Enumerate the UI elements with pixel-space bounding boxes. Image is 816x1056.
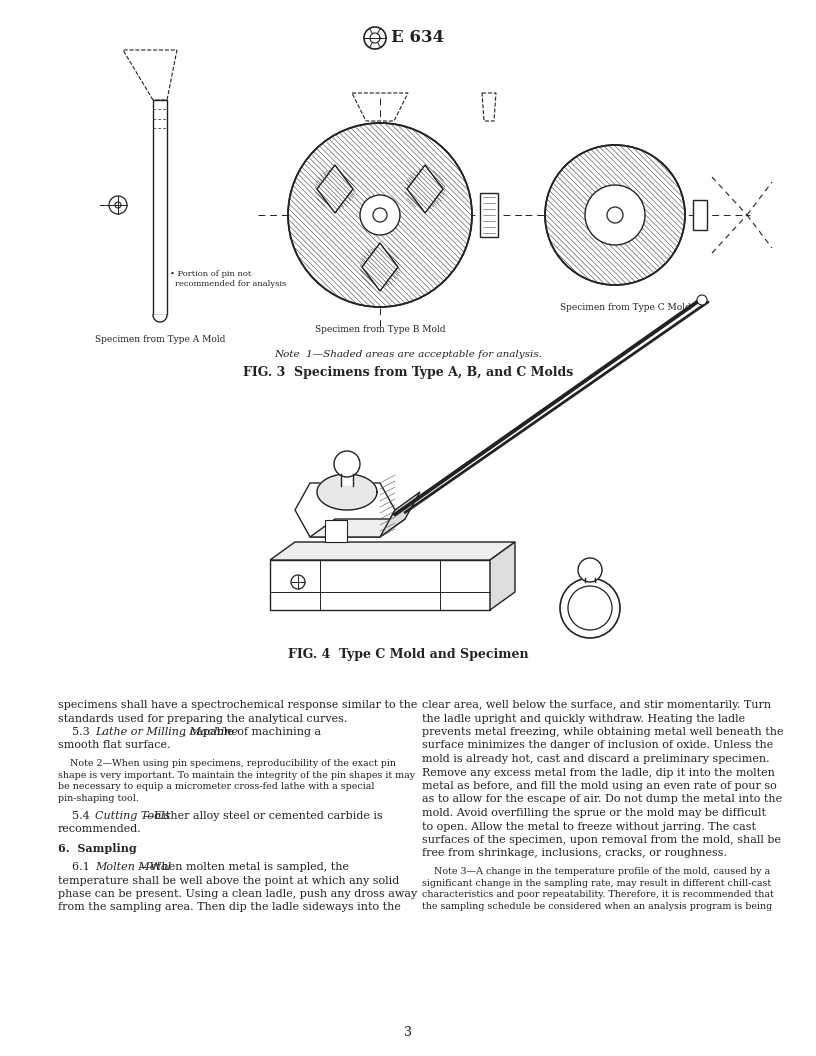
Circle shape [697, 295, 707, 305]
Circle shape [578, 558, 602, 582]
Text: pin-shaping tool.: pin-shaping tool. [58, 794, 139, 803]
Text: Remove any excess metal from the ladle, dip it into the molten: Remove any excess metal from the ladle, … [422, 768, 775, 777]
Text: 3: 3 [404, 1025, 412, 1038]
Bar [153, 100, 167, 315]
Bar [480, 193, 498, 237]
Text: FIG. 3  Specimens from Type A, B, and C Molds: FIG. 3 Specimens from Type A, B, and C M… [243, 366, 573, 379]
Text: the sampling schedule be considered when an analysis program is being: the sampling schedule be considered when… [422, 902, 772, 911]
Text: Specimen from Type A Mold: Specimen from Type A Mold [95, 335, 225, 344]
Text: metal as before, and fill the mold using an even rate of pour so: metal as before, and fill the mold using… [422, 781, 777, 791]
Circle shape [334, 451, 360, 477]
Text: 5.3: 5.3 [58, 727, 97, 737]
Text: —Either alloy steel or cemented carbide is: —Either alloy steel or cemented carbide … [143, 811, 383, 821]
Bar [341, 474, 353, 486]
Text: mold is already hot, cast and discard a preliminary specimen.: mold is already hot, cast and discard a … [422, 754, 769, 763]
Polygon shape [270, 542, 515, 560]
Polygon shape [270, 560, 490, 610]
Text: 5.4: 5.4 [58, 811, 97, 821]
Polygon shape [310, 518, 405, 538]
Text: surfaces of the specimen, upon removal from the mold, shall be: surfaces of the specimen, upon removal f… [422, 835, 781, 845]
Circle shape [568, 586, 612, 630]
Polygon shape [295, 483, 395, 538]
Text: temperature shall be well above the point at which any solid: temperature shall be well above the poin… [58, 875, 399, 886]
Circle shape [288, 122, 472, 307]
Circle shape [585, 185, 645, 245]
Text: surface minimizes the danger of inclusion of oxide. Unless the: surface minimizes the danger of inclusio… [422, 740, 774, 751]
Text: recommended.: recommended. [58, 824, 142, 834]
Text: standards used for preparing the analytical curves.: standards used for preparing the analyti… [58, 714, 348, 723]
Text: the ladle upright and quickly withdraw. Heating the ladle: the ladle upright and quickly withdraw. … [422, 714, 745, 723]
Text: shape is very important. To maintain the integrity of the pin shapes it may: shape is very important. To maintain the… [58, 771, 415, 780]
Text: mold. Avoid overfilling the sprue or the mold may be difficult: mold. Avoid overfilling the sprue or the… [422, 808, 766, 818]
Text: 6.  Sampling: 6. Sampling [58, 843, 137, 854]
Polygon shape [490, 542, 515, 610]
Circle shape [109, 196, 127, 214]
Text: FIG. 4  Type C Mold and Specimen: FIG. 4 Type C Mold and Specimen [288, 648, 528, 661]
Circle shape [115, 202, 121, 208]
Text: significant change in the sampling rate, may result in different chill-cast: significant change in the sampling rate,… [422, 879, 771, 888]
Text: free from shrinkage, inclusions, cracks, or roughness.: free from shrinkage, inclusions, cracks,… [422, 849, 727, 859]
Text: 6.1: 6.1 [58, 862, 97, 872]
Circle shape [360, 195, 400, 235]
Text: to open. Allow the metal to freeze without jarring. The cast: to open. Allow the metal to freeze witho… [422, 822, 756, 831]
Text: E 634: E 634 [391, 30, 444, 46]
Text: from the sampling area. Then dip the ladle sideways into the: from the sampling area. Then dip the lad… [58, 903, 401, 912]
Bar [693, 200, 707, 230]
Circle shape [373, 208, 387, 222]
Text: , capable of machining a: , capable of machining a [184, 727, 322, 737]
Polygon shape [407, 165, 443, 213]
Text: Note  1—Shaded areas are acceptable for analysis.: Note 1—Shaded areas are acceptable for a… [274, 350, 542, 359]
Text: as to allow for the escape of air. Do not dump the metal into the: as to allow for the escape of air. Do no… [422, 794, 782, 805]
Text: clear area, well below the surface, and stir momentarily. Turn: clear area, well below the surface, and … [422, 700, 771, 710]
Polygon shape [362, 243, 398, 291]
Text: prevents metal freezing, while obtaining metal well beneath the: prevents metal freezing, while obtaining… [422, 727, 783, 737]
Text: be necessary to equip a micrometer cross-fed lathe with a special: be necessary to equip a micrometer cross… [58, 782, 375, 791]
Circle shape [291, 576, 305, 589]
Circle shape [607, 207, 623, 223]
Polygon shape [380, 492, 420, 538]
Text: specimens shall have a spectrochemical response similar to the: specimens shall have a spectrochemical r… [58, 700, 417, 710]
Text: Specimen from Type B Mold: Specimen from Type B Mold [315, 325, 446, 334]
Polygon shape [317, 474, 377, 510]
Polygon shape [317, 165, 353, 213]
Circle shape [545, 145, 685, 285]
Text: Molten Metal: Molten Metal [95, 862, 171, 872]
Text: Note 2—When using pin specimens, reproducibility of the exact pin: Note 2—When using pin specimens, reprodu… [58, 759, 396, 769]
Text: Note 3—A change in the temperature profile of the mold, caused by a: Note 3—A change in the temperature profi… [422, 867, 770, 876]
Text: —When molten metal is sampled, the: —When molten metal is sampled, the [140, 862, 349, 872]
Text: Cutting Tools: Cutting Tools [95, 811, 171, 821]
Circle shape [560, 578, 620, 638]
Text: Specimen from Type C Mold: Specimen from Type C Mold [560, 303, 690, 312]
Text: recommended for analysis: recommended for analysis [175, 280, 286, 288]
Text: smooth flat surface.: smooth flat surface. [58, 740, 171, 751]
Text: Lathe or Milling Machine: Lathe or Milling Machine [95, 727, 238, 737]
Text: characteristics and poor repeatability. Therefore, it is recommended that: characteristics and poor repeatability. … [422, 890, 774, 900]
Bar [325, 520, 347, 542]
Text: phase can be present. Using a clean ladle, push any dross away: phase can be present. Using a clean ladl… [58, 889, 417, 899]
Text: • Portion of pin not: • Portion of pin not [170, 270, 251, 278]
